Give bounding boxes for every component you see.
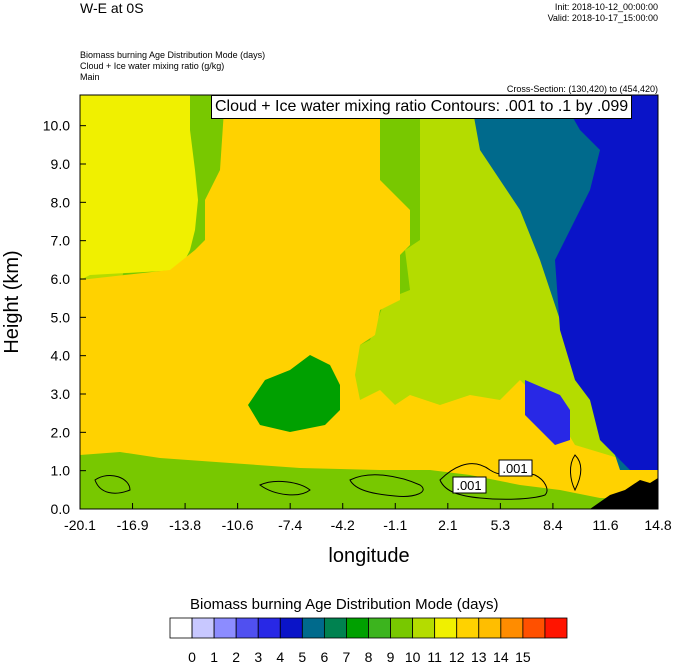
region-surface-layer: [80, 452, 658, 509]
colorbar-label: 10: [405, 649, 421, 665]
x-tick-label: 5.3: [491, 517, 511, 533]
region-blue-pocket: [525, 380, 570, 445]
x-tick-label: -4.2: [331, 517, 355, 533]
y-axis-label: Height (km): [1, 250, 23, 353]
colorbar-label: 14: [493, 649, 509, 665]
heatmap-field: [80, 95, 658, 509]
valid-time: Valid: 2018-10-17_15:00:00: [547, 13, 658, 23]
region-east-blue: [555, 95, 658, 470]
colorbar-swatch: [544, 617, 568, 639]
init-time: Init: 2018-10-12_00:00:00: [554, 2, 658, 12]
x-tick-label: -20.1: [64, 517, 96, 533]
x-tick-label: -7.4: [278, 517, 302, 533]
x-tick-label: -1.1: [383, 517, 407, 533]
cross-section-label: Cross-Section: (130,420) to (454,420): [506, 84, 658, 94]
field-name-biomass: Biomass burning Age Distribution Mode (d…: [80, 50, 266, 60]
colorbar-swatch: [368, 617, 391, 639]
y-tick-label: 7.0: [51, 233, 71, 249]
y-tick-label: 1.0: [51, 463, 71, 479]
contour-tag-box-2: [498, 459, 533, 477]
colorbar-swatch: [346, 617, 369, 639]
colorbar-title: Biomass burning Age Distribution Mode (d…: [190, 596, 499, 613]
colorbar-swatch: [169, 617, 193, 639]
contour-tag-box-1: [452, 476, 487, 494]
y-tick-label: 5.0: [51, 309, 71, 325]
colorbar-swatch: [456, 617, 480, 639]
x-tick-label: 8.4: [543, 517, 563, 533]
colorbar-swatch: [191, 617, 215, 639]
colorbar-label: 2: [232, 649, 240, 665]
x-tick-label: 11.6: [592, 517, 618, 533]
contour-legend: Cloud + Ice water mixing ratio Contours:…: [211, 95, 633, 119]
colorbar-swatch: [522, 617, 546, 639]
colorbar-swatch: [213, 617, 237, 639]
y-axis: 0.0 1.0 2.0 3.0 4.0 5.0 6.0 7.0 8.0 9.0 10.0: [43, 118, 86, 517]
colorbar-swatch: [235, 617, 259, 639]
region-green-pocket: [248, 355, 340, 432]
field-name-cloud: Cloud + Ice water mixing ratio (g/kg): [80, 61, 225, 71]
colorbar-swatch: [390, 617, 414, 639]
region-mid-orange: [80, 95, 658, 509]
colorbar-swatch: [500, 617, 524, 639]
terrain: [590, 478, 658, 509]
colorbar-label: 9: [387, 649, 395, 665]
colorbar-label: 15: [515, 649, 531, 665]
y-tick-label: 0.0: [51, 501, 71, 517]
colorbar-label: 1: [210, 649, 218, 665]
colorbar-label: 7: [343, 649, 351, 665]
colorbar-swatch: [301, 617, 325, 639]
colorbar-swatch: [279, 617, 303, 639]
plot-title: W-E at 0S: [80, 0, 144, 16]
colorbar-swatch: [478, 617, 502, 639]
y-tick-label: 10.0: [43, 118, 70, 134]
x-tick-label: 2.1: [438, 517, 458, 533]
colorbar-swatch: [323, 617, 347, 639]
colorbar-label: 3: [254, 649, 262, 665]
colorbar-label: 0: [188, 649, 196, 665]
y-tick-label: 8.0: [51, 194, 71, 210]
y-tick-label: 4.0: [51, 348, 71, 364]
colorbar-label: 5: [298, 649, 306, 665]
colorbar-label: 12: [449, 649, 465, 665]
x-tick-label: -10.6: [222, 517, 254, 533]
contours: [94, 454, 582, 500]
x-tick-label: -13.8: [169, 517, 201, 533]
y-tick-label: 9.0: [51, 156, 71, 172]
y-tick-label: 3.0: [51, 386, 71, 402]
colorbar-label: 11: [427, 649, 442, 665]
y-tick-label: 2.0: [51, 424, 71, 440]
x-axis-label: longitude: [328, 545, 409, 567]
colorbar-label: 13: [471, 649, 487, 665]
colorbar-swatch: [257, 617, 281, 639]
colorbar-swatch: [434, 617, 458, 639]
y-tick-label: 6.0: [51, 271, 71, 287]
contour-tag-1: .001: [456, 478, 481, 493]
colorbar: 0 1 2 3 4 5 6 7 8 9 10 11 12 13 14 15: [169, 617, 568, 665]
field-name-main: Main: [80, 72, 100, 82]
contour-tag-2: .001: [502, 461, 527, 476]
colorbar-swatch: [412, 617, 436, 639]
x-axis: -20.1 -16.9 -13.8 -10.6 -7.4 -4.2 -1.1 2.1 5.3 8.…: [64, 503, 672, 533]
colorbar-label: 8: [365, 649, 373, 665]
x-tick-label: -16.9: [117, 517, 149, 533]
colorbar-label: 6: [320, 649, 328, 665]
x-tick-label: 14.8: [644, 517, 671, 533]
colorbar-label: 4: [276, 649, 284, 665]
region-upper-west: [80, 95, 198, 280]
